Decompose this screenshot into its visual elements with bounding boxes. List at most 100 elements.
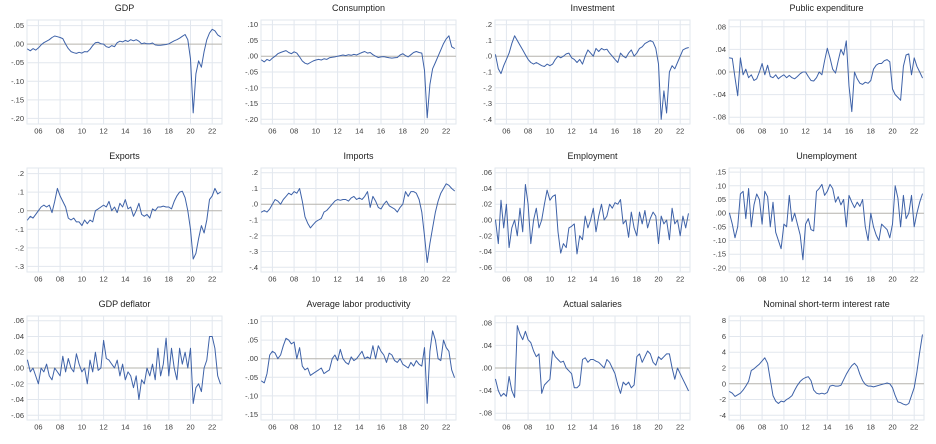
- chart-title: Nominal short-term interest rate: [763, 299, 890, 309]
- x-tick-label: 14: [121, 127, 129, 136]
- x-tick-label: 10: [546, 423, 554, 432]
- x-tick-label: 12: [567, 423, 575, 432]
- x-tick-label: 10: [780, 275, 788, 284]
- y-tick-label: .2: [486, 20, 492, 29]
- x-tick-label: 08: [56, 423, 64, 432]
- y-tick-label: .00: [248, 354, 258, 363]
- nominal-short-term-interest-rate-series-line: [729, 334, 923, 406]
- y-tick-label: -.02: [479, 231, 492, 240]
- x-tick-label: 20: [420, 127, 428, 136]
- y-tick-label: -.2: [15, 243, 24, 252]
- y-tick-label: .02: [14, 348, 24, 357]
- x-tick-label: 22: [910, 275, 918, 284]
- public-expenditure-canvas: 06 08 10 12 14 16 18 20 22 .08 .04 .00 -.04 -.08 Publi…: [713, 3, 925, 136]
- y-tick-label: -.3: [249, 247, 258, 256]
- y-tick-label: -.2: [483, 83, 492, 92]
- y-tick-label: -.10: [11, 77, 24, 86]
- x-tick-label: 08: [56, 275, 64, 284]
- y-tick-label: .0: [486, 52, 492, 61]
- x-tick-label: 18: [867, 423, 875, 432]
- x-tick-label: 22: [208, 275, 216, 284]
- y-tick-label: -.15: [245, 99, 258, 108]
- x-tick-label: 14: [121, 275, 129, 284]
- y-tick-label: .00: [14, 40, 24, 49]
- x-tick-label: 12: [801, 127, 809, 136]
- x-tick-label: 16: [611, 423, 619, 432]
- chart-imports: 06 08 10 12 14 16 18 20 22 .2 .1 .0 -.1 -.2 -.3 -.4 Impo…: [234, 148, 468, 296]
- y-tick-label: -.10: [245, 391, 258, 400]
- y-tick-label: -.08: [479, 409, 492, 418]
- x-tick-label: 06: [736, 275, 744, 284]
- chart-consumption: 06 08 10 12 14 16 18 20 22 .10 .05 .00 -.05 -.10 -.15 -…: [234, 0, 468, 148]
- x-tick-label: 10: [780, 127, 788, 136]
- x-tick-label: 06: [34, 423, 42, 432]
- chart-public-expenditure: 06 08 10 12 14 16 18 20 22 .08 .04 .00 -.04 -.08 Publi…: [702, 0, 936, 148]
- y-tick-label: .10: [716, 181, 726, 190]
- x-tick-label: 06: [268, 275, 276, 284]
- x-tick-label: 14: [589, 423, 597, 432]
- chart-average-labor-productivity: 06 08 10 12 14 16 18 20 22 .10 .05 .00 -.05 -.10 -.15 A…: [234, 296, 468, 444]
- y-tick-label: .00: [248, 52, 258, 61]
- chart-title: GDP deflator: [99, 299, 151, 309]
- y-tick-label: -.20: [11, 114, 24, 123]
- chart-exports: 06 08 10 12 14 16 18 20 22 .2 .1 .0 -.1 -.2 -.3 Exports: [0, 148, 234, 296]
- employment-canvas: 06 08 10 12 14 16 18 20 22 .06 .04 .02 .00 -.02 -.04 -.…: [479, 151, 691, 284]
- x-tick-label: 14: [355, 127, 363, 136]
- chart-title: Actual salaries: [563, 299, 622, 309]
- y-tick-label: -.02: [11, 379, 24, 388]
- x-tick-label: 18: [165, 127, 173, 136]
- y-tick-label: -2: [719, 395, 726, 404]
- x-tick-label: 14: [589, 275, 597, 284]
- y-tick-label: .1: [486, 36, 492, 45]
- y-tick-label: -.05: [245, 373, 258, 382]
- y-tick-label: -.4: [249, 263, 258, 272]
- y-tick-label: .05: [248, 36, 258, 45]
- y-tick-label: -.1: [483, 68, 492, 77]
- x-tick-label: 18: [399, 127, 407, 136]
- x-tick-label: 20: [888, 423, 896, 432]
- x-tick-label: 16: [377, 275, 385, 284]
- y-tick-label: -.3: [15, 262, 24, 271]
- y-tick-label: -.10: [713, 236, 726, 245]
- x-tick-label: 16: [845, 127, 853, 136]
- x-tick-label: 14: [121, 423, 129, 432]
- x-tick-label: 14: [589, 127, 597, 136]
- chart-title: Investment: [570, 3, 615, 13]
- x-tick-label: 06: [34, 275, 42, 284]
- x-tick-label: 16: [611, 275, 619, 284]
- x-tick-label: 06: [34, 127, 42, 136]
- x-tick-label: 18: [867, 275, 875, 284]
- plot-border: [728, 167, 925, 273]
- x-tick-label: 10: [312, 127, 320, 136]
- chart-nominal-short-term-interest-rate: 06 08 10 12 14 16 18 20 22 8 6 4 2 0 -2 -4 Nominal short…: [702, 296, 936, 444]
- y-tick-label: -.15: [11, 95, 24, 104]
- y-tick-label: .04: [482, 341, 492, 350]
- x-tick-label: 16: [377, 423, 385, 432]
- x-tick-label: 14: [355, 275, 363, 284]
- x-tick-label: 20: [420, 275, 428, 284]
- x-tick-label: 08: [290, 423, 298, 432]
- y-tick-label: -.1: [249, 216, 258, 225]
- y-tick-label: -.05: [245, 68, 258, 77]
- imports-canvas: 06 08 10 12 14 16 18 20 22 .2 .1 .0 -.1 -.2 -.3 -.4 Impo…: [249, 151, 457, 284]
- y-tick-label: .00: [14, 364, 24, 373]
- x-tick-label: 16: [845, 275, 853, 284]
- y-tick-label: -.15: [245, 410, 258, 419]
- x-tick-label: 12: [801, 423, 809, 432]
- x-tick-label: 22: [442, 275, 450, 284]
- x-tick-label: 16: [143, 127, 151, 136]
- x-tick-label: 18: [633, 423, 641, 432]
- y-tick-label: .0: [18, 206, 24, 215]
- y-tick-label: 0: [722, 379, 726, 388]
- x-tick-label: 08: [524, 127, 532, 136]
- gdp-deflator-canvas: 06 08 10 12 14 16 18 20 22 .06 .04 .02 .00 -.02 -.04 -.…: [11, 299, 223, 432]
- x-tick-label: 12: [333, 275, 341, 284]
- plot-border: [26, 19, 223, 125]
- y-tick-label: -4: [719, 411, 726, 420]
- x-tick-label: 20: [420, 423, 428, 432]
- y-tick-label: .10: [248, 317, 258, 326]
- x-tick-label: 08: [758, 275, 766, 284]
- x-tick-label: 18: [165, 275, 173, 284]
- y-tick-label: .00: [716, 68, 726, 77]
